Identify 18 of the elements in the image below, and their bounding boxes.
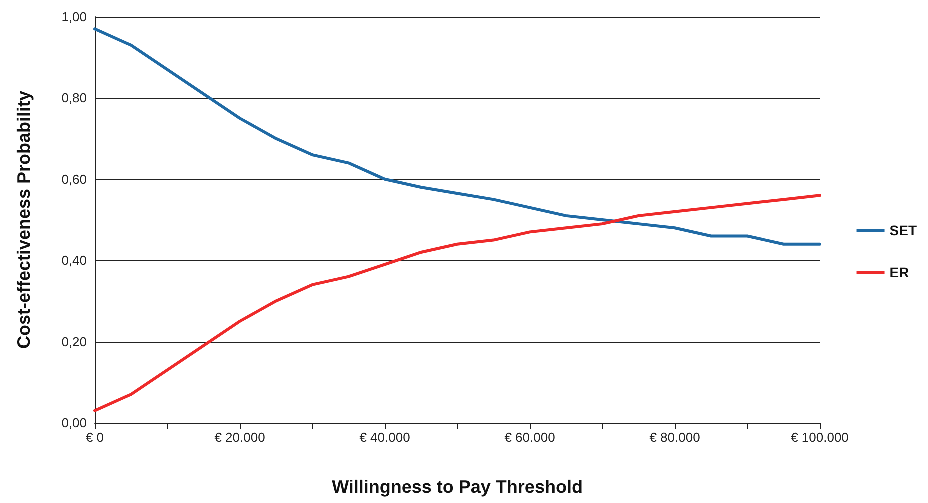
x-tick-label: € 40.000 [360, 430, 410, 445]
y-tick-label: 0,80 [62, 90, 87, 106]
legend-label: SET [890, 222, 918, 238]
y-axis-title: Cost-effectiveness Probability [14, 90, 34, 350]
x-tick-label: € 80.000 [650, 430, 700, 445]
x-tick-label: € 100.000 [791, 430, 849, 445]
y-tick-label: 0,00 [62, 416, 87, 430]
line-series [94, 28, 822, 246]
x-tick-label: € 60.000 [504, 430, 556, 445]
x-tick-label: € 0 [86, 430, 104, 445]
x-axis-title: Willingness to Pay Threshold [332, 477, 583, 497]
y-tick-label: 0,60 [62, 172, 87, 187]
line-series [94, 194, 822, 412]
y-tick-label: 0,40 [62, 253, 87, 268]
y-tick-label: 1,00 [62, 10, 87, 24]
x-tick-label: € 20.000 [214, 430, 266, 445]
y-tick-label: 0,20 [62, 334, 87, 350]
legend-label: ER [890, 264, 910, 280]
